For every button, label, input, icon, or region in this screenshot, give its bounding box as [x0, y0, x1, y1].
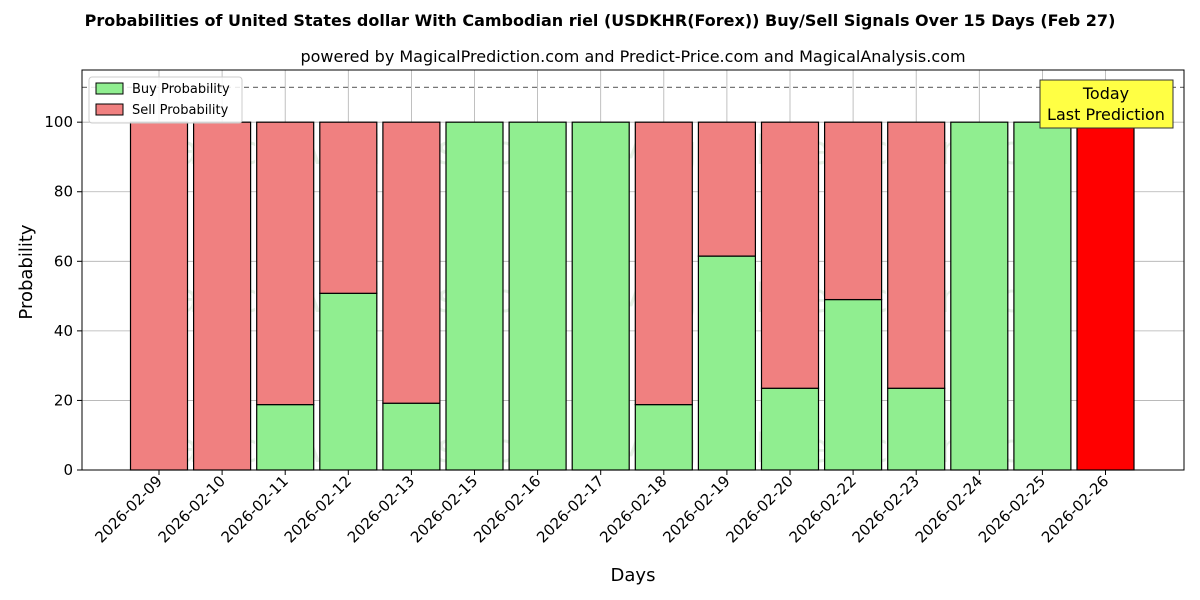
bar-buy: [887, 387, 946, 471]
bar-buy: [823, 298, 883, 471]
legend: Buy Probability Sell Probability: [88, 76, 243, 124]
legend-label: Sell Probability: [132, 103, 229, 118]
legend-swatch: [95, 103, 124, 116]
x-tick-label: 2026-02-11: [218, 472, 292, 546]
x-tick-label: 2026-02-12: [281, 472, 355, 546]
x-tick-label: 2026-02-13: [344, 472, 418, 546]
y-tick-label: 0: [63, 461, 73, 479]
bar-sell: [1076, 121, 1135, 471]
y-tick-label: 80: [54, 183, 73, 201]
y-axis-label: Probability: [16, 224, 37, 319]
plot-area: MagicalAnalysis.comMagicalPrediction.com…: [44, 69, 1185, 546]
bar-buy: [1013, 121, 1072, 471]
chart-title: Probabilities of United States dollar Wi…: [85, 11, 1116, 30]
bar-sell: [634, 121, 693, 406]
legend-label: Buy Probability: [132, 82, 230, 97]
y-tick-label: 40: [54, 322, 73, 340]
today-annotation: Today Last Prediction: [1039, 79, 1174, 129]
y-tick-label: 100: [44, 113, 73, 131]
x-tick-label: 2026-02-25: [975, 472, 1049, 546]
bar-sell: [129, 121, 189, 471]
annotation-box: [1039, 79, 1174, 129]
x-tick-label: 2026-02-24: [912, 472, 986, 546]
legend-box: [88, 76, 243, 124]
annotation-line1: Today: [1082, 84, 1129, 103]
y-tick-label: 60: [54, 252, 73, 270]
x-tick-label: 2026-02-22: [786, 472, 860, 546]
bar-buy: [634, 404, 693, 471]
bar-sell: [760, 121, 820, 389]
x-tick-label: 2026-02-17: [533, 472, 607, 546]
bar-buy: [256, 404, 315, 471]
x-tick-label: 2026-02-26: [1038, 472, 1112, 546]
bar-buy: [382, 402, 441, 471]
bar-buy: [319, 292, 378, 471]
bar-sell: [382, 121, 441, 404]
bar-buy: [508, 121, 567, 471]
plot-frame: [81, 69, 1185, 471]
bar-sell: [887, 121, 946, 389]
y-tick-label: 20: [54, 391, 73, 409]
bar-sell: [319, 121, 378, 294]
bar-sell: [193, 121, 252, 471]
x-axis-label: Days: [611, 565, 656, 586]
annotation-line2: Last Prediction: [1047, 105, 1165, 124]
bar-buy: [571, 121, 630, 471]
legend-swatch: [95, 82, 124, 95]
x-tick-label: 2026-02-10: [155, 472, 229, 546]
bar-sell: [697, 121, 757, 257]
bar-buy: [950, 121, 1009, 471]
bar-sell: [823, 121, 883, 301]
x-tick-label: 2026-02-18: [596, 472, 670, 546]
bar-sell: [256, 121, 315, 406]
bar-buy: [697, 255, 757, 471]
chart-subtitle: powered by MagicalPrediction.com and Pre…: [300, 47, 965, 66]
x-tick-label: 2026-02-15: [407, 472, 481, 546]
x-tick-label: 2026-02-16: [470, 472, 544, 546]
x-tick-label: 2026-02-19: [659, 472, 733, 546]
x-tick-label: 2026-02-20: [722, 472, 796, 546]
x-tick-label: 2026-02-09: [91, 472, 165, 546]
bar-buy: [760, 387, 820, 471]
bar-buy: [445, 121, 504, 471]
x-tick-label: 2026-02-23: [849, 472, 923, 546]
